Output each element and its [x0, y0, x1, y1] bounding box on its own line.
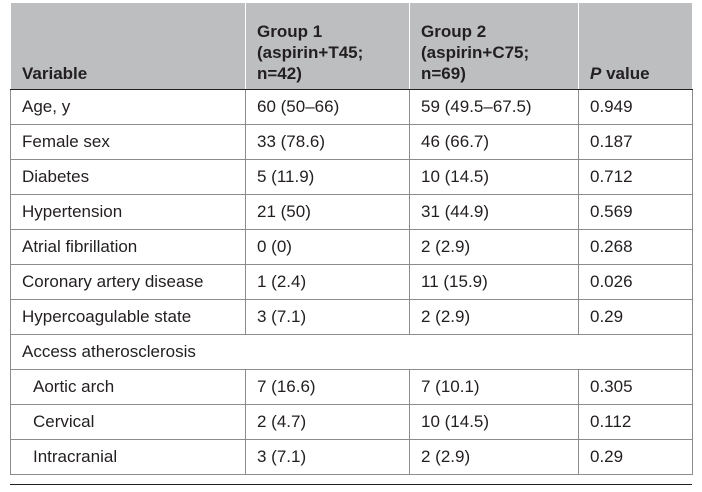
group-1-cell: 5 (11.9): [245, 159, 410, 195]
p-value-cell: 0.112: [578, 404, 693, 440]
group-2-cell: 7 (10.1): [409, 369, 579, 405]
group-2-cell: 2 (2.9): [409, 229, 579, 265]
group-1-cell: 60 (50–66): [245, 89, 410, 125]
variable-cell: Female sex: [10, 124, 246, 160]
group-1-cell: 2 (4.7): [245, 404, 410, 440]
header-group-2-line-2: (aspirin+C75;: [421, 43, 530, 62]
variable-cell: Intracranial: [10, 439, 246, 475]
variable-cell: Diabetes: [10, 159, 246, 195]
header-row: Variable Group 1 (aspirin+T45; n=42) Gro…: [10, 2, 693, 90]
group-2-cell: 59 (49.5–67.5): [409, 89, 579, 125]
group-2-cell: 31 (44.9): [409, 194, 579, 230]
section-row: Access atherosclerosis: [10, 334, 693, 370]
variable-cell: Coronary artery disease: [10, 264, 246, 300]
data-table-container: Variable Group 1 (aspirin+T45; n=42) Gro…: [10, 2, 693, 475]
table-row: Female sex 33 (78.6) 46 (66.7) 0.187: [10, 124, 693, 160]
table-body: Age, y 60 (50–66) 59 (49.5–67.5) 0.949 Femal…: [10, 89, 693, 475]
p-value-cell: 0.949: [578, 89, 693, 125]
table-row: Diabetes 5 (11.9) 10 (14.5) 0.712: [10, 159, 693, 195]
variable-cell: Aortic arch: [10, 369, 246, 405]
group-2-cell: 10 (14.5): [409, 159, 579, 195]
variable-cell: Hypercoagulable state: [10, 299, 246, 335]
group-1-cell: 0 (0): [245, 229, 410, 265]
group-1-cell: 3 (7.1): [245, 439, 410, 475]
section-label: Access atherosclerosis: [10, 334, 693, 370]
p-value-cell: 0.569: [578, 194, 693, 230]
group-1-cell: 1 (2.4): [245, 264, 410, 300]
group-1-cell: 3 (7.1): [245, 299, 410, 335]
characteristics-table: Variable Group 1 (aspirin+T45; n=42) Gro…: [10, 2, 693, 475]
group-1-cell: 33 (78.6): [245, 124, 410, 160]
table-bottom-rule: [10, 484, 692, 485]
group-2-cell: 46 (66.7): [409, 124, 579, 160]
variable-cell: Cervical: [10, 404, 246, 440]
header-group-2-line-1: Group 2: [421, 22, 487, 41]
table-row: Coronary artery disease 1 (2.4) 11 (15.9) 0…: [10, 264, 693, 300]
table-row: Cervical 2 (4.7) 10 (14.5) 0.112: [10, 404, 693, 440]
header-group-1-line-2: (aspirin+T45;: [257, 43, 364, 62]
group-2-cell: 2 (2.9): [409, 439, 579, 475]
group-2-cell: 10 (14.5): [409, 404, 579, 440]
p-value-cell: 0.712: [578, 159, 693, 195]
table-header: Variable Group 1 (aspirin+T45; n=42) Gro…: [10, 2, 693, 90]
table-row: Intracranial 3 (7.1) 2 (2.9) 0.29: [10, 439, 693, 475]
header-group-1-line-3: n=42): [257, 64, 302, 83]
group-2-cell: 11 (15.9): [409, 264, 579, 300]
variable-cell: Age, y: [10, 89, 246, 125]
variable-cell: Atrial fibrillation: [10, 229, 246, 265]
table-row: Age, y 60 (50–66) 59 (49.5–67.5) 0.949: [10, 89, 693, 125]
header-group-1-line-1: Group 1: [257, 22, 323, 41]
variable-cell: Hypertension: [10, 194, 246, 230]
p-value-cell: 0.305: [578, 369, 693, 405]
p-value-cell: 0.268: [578, 229, 693, 265]
table-row: Hypertension 21 (50) 31 (44.9) 0.569: [10, 194, 693, 230]
group-2-cell: 2 (2.9): [409, 299, 579, 335]
header-p-value: P value: [578, 2, 693, 90]
header-variable: Variable: [10, 2, 246, 90]
header-group-1: Group 1 (aspirin+T45; n=42): [245, 2, 410, 90]
header-group-2: Group 2 (aspirin+C75; n=69): [409, 2, 579, 90]
p-value-cell: 0.29: [578, 299, 693, 335]
group-1-cell: 21 (50): [245, 194, 410, 230]
table-row: Atrial fibrillation 0 (0) 2 (2.9) 0.268: [10, 229, 693, 265]
p-value-cell: 0.29: [578, 439, 693, 475]
table-row: Aortic arch 7 (16.6) 7 (10.1) 0.305: [10, 369, 693, 405]
header-group-2-line-3: n=69): [421, 64, 466, 83]
group-1-cell: 7 (16.6): [245, 369, 410, 405]
p-value-cell: 0.187: [578, 124, 693, 160]
p-value-cell: 0.026: [578, 264, 693, 300]
table-row: Hypercoagulable state 3 (7.1) 2 (2.9) 0.29: [10, 299, 693, 335]
